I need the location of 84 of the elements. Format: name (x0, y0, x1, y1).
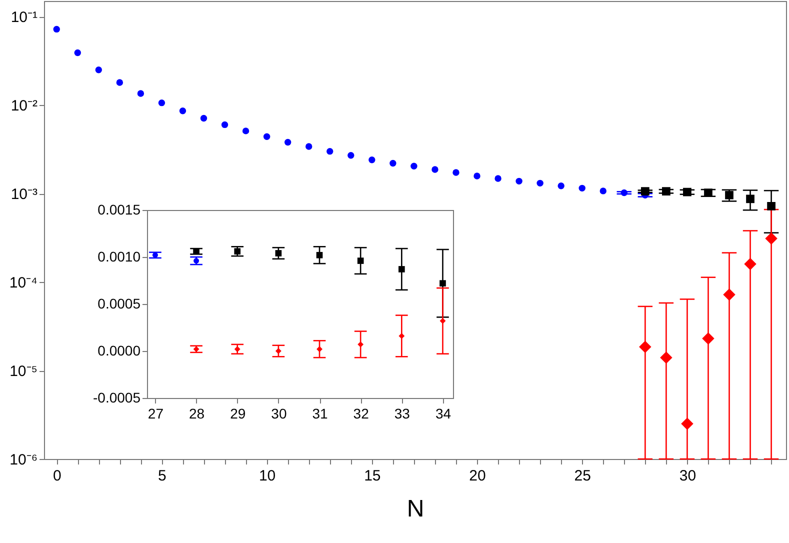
x-tick-label: 10 (258, 468, 276, 484)
point (767, 202, 776, 210)
x-tick-label: 0 (52, 468, 62, 484)
point (234, 248, 241, 255)
x-tick-label: 33 (394, 406, 410, 422)
point (662, 187, 670, 196)
point (578, 184, 586, 192)
point (137, 90, 144, 97)
y-tick-label: 0.0010 (98, 248, 141, 264)
point (452, 169, 460, 176)
point (600, 188, 606, 194)
x-tick-label: 34 (435, 406, 452, 422)
y-tick-label: 0.0005 (98, 296, 141, 312)
point (536, 180, 544, 187)
point (95, 66, 102, 74)
point (681, 418, 694, 430)
y-tick-label: 0.0015 (98, 202, 141, 218)
point (348, 152, 354, 159)
point (357, 258, 364, 264)
point (620, 189, 628, 196)
x-tick-label: 15 (364, 468, 381, 484)
point (398, 266, 405, 272)
point (200, 114, 208, 122)
y-tick-label: 10⁻³ (10, 186, 38, 204)
point (683, 188, 692, 196)
y-tick-label: 10⁻² (10, 98, 38, 115)
point (242, 128, 250, 134)
point (221, 121, 228, 128)
x-tick-label: 32 (353, 406, 370, 422)
point (158, 99, 166, 106)
x-tick-label: 5 (158, 468, 166, 484)
point (474, 172, 480, 180)
point (440, 280, 446, 286)
point (516, 178, 522, 185)
point (116, 79, 124, 86)
x-tick-label: 30 (679, 468, 696, 484)
x-tick-label: 20 (469, 468, 486, 484)
point (305, 143, 312, 150)
point (765, 232, 778, 245)
point (74, 49, 81, 56)
point (432, 166, 438, 173)
x-tick-label: 28 (189, 406, 205, 422)
point (746, 194, 754, 204)
y-tick-label: 10⁻⁶ (10, 452, 38, 468)
point (234, 346, 240, 352)
point (275, 348, 282, 354)
point (284, 138, 292, 146)
x-tick-label: 31 (312, 406, 328, 422)
point (263, 133, 270, 140)
point (179, 108, 186, 114)
point (275, 250, 282, 256)
point (558, 182, 564, 190)
point (494, 175, 502, 182)
x-tick-label: 29 (230, 406, 246, 422)
point (398, 333, 405, 339)
x-axis-title: N (406, 496, 424, 522)
x-tick-label: 30 (271, 406, 287, 422)
point (368, 156, 376, 164)
x-tick-label: 27 (148, 406, 164, 422)
x-tick-label: 25 (574, 468, 591, 484)
point (193, 248, 200, 255)
point (639, 340, 652, 353)
point (723, 288, 736, 301)
y-tick-label: -0.0005 (93, 390, 141, 406)
point (316, 252, 323, 258)
point (152, 252, 158, 258)
point (316, 346, 322, 352)
point (410, 162, 418, 170)
y-tick-label: 10⁻⁵ (10, 363, 38, 380)
point (725, 190, 734, 200)
point (640, 187, 650, 196)
point (194, 258, 200, 264)
point (326, 148, 334, 155)
point (193, 346, 200, 352)
point (702, 332, 714, 345)
point (53, 26, 60, 33)
y-tick-label: 10⁻⁴ (9, 274, 38, 292)
point (660, 351, 672, 364)
point (744, 258, 756, 270)
point (704, 188, 712, 197)
y-tick-label: 10⁻¹ (10, 9, 38, 26)
point (440, 318, 446, 324)
y-tick-label: 0.0000 (98, 342, 141, 358)
point (390, 160, 396, 167)
